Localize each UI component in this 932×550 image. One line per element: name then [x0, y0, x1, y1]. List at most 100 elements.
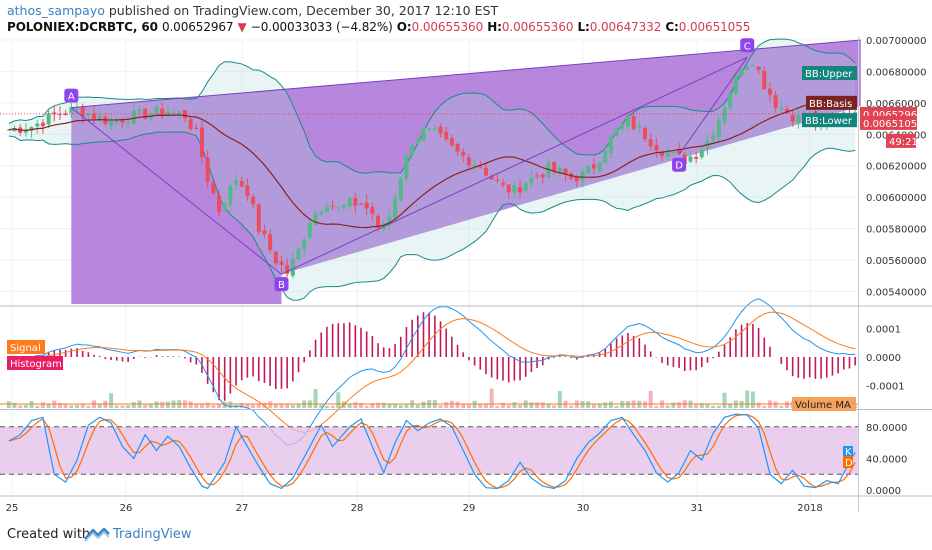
volume-bar: [444, 401, 449, 408]
macd-tick-label: 0.0001: [866, 325, 901, 336]
price-pane[interactable]: A B C D: [0, 38, 861, 304]
volume-bar: [404, 404, 409, 408]
open-value: 0.00655360: [411, 20, 484, 34]
pattern-point-marker: [274, 277, 289, 292]
volume-bar: [415, 404, 420, 408]
price-tick-label: 0.00560000: [866, 256, 926, 267]
candle-body: [654, 145, 659, 151]
low-label: L:: [577, 20, 590, 34]
candle-body: [285, 265, 290, 274]
candle-body: [86, 113, 91, 116]
candle-body: [750, 65, 755, 67]
candle-body: [495, 179, 500, 181]
volume-bar: [597, 403, 602, 408]
open-label: O:: [396, 20, 412, 34]
candle-body: [160, 108, 165, 116]
candle-body: [330, 205, 335, 207]
volume-bar: [728, 403, 733, 408]
volume-bar: [438, 405, 443, 408]
candle-body: [131, 110, 136, 124]
volume-bar: [711, 405, 716, 408]
high-label: H:: [487, 20, 502, 34]
candle-body: [109, 120, 114, 127]
candle-body: [688, 156, 693, 162]
volume-bar: [694, 404, 699, 408]
created-with-label: Created with: [7, 527, 91, 542]
volume-bar: [69, 405, 74, 408]
candle-body: [205, 157, 210, 182]
volume-bar: [109, 393, 114, 408]
candle-body: [319, 211, 324, 214]
volume-bar: [290, 404, 295, 408]
volume-bar: [591, 404, 596, 408]
candle-body: [46, 113, 51, 125]
pattern-leg: [71, 107, 282, 275]
volume-bar: [285, 404, 290, 408]
volume-bar: [387, 404, 392, 408]
candle-body: [796, 115, 801, 124]
candle-body: [415, 138, 420, 144]
volume-bar: [359, 403, 363, 408]
bar-countdown-tag-bg: [886, 133, 916, 148]
candle-body: [268, 234, 273, 250]
wedge-upper-line: [71, 39, 861, 109]
candle-body: [552, 162, 557, 171]
stoch-k-line: [8, 413, 856, 490]
chart-header: athos_sampayo published on TradingView.c…: [0, 0, 932, 40]
ohlc-line: POLONIEX:DCRBTC, 60 0.00652967 ▼ −0.0003…: [7, 20, 750, 34]
candle-body: [472, 164, 477, 167]
volume-bar: [393, 404, 398, 408]
volume-bar: [716, 405, 721, 408]
candle-body: [660, 151, 665, 157]
x-tick-label: 31: [691, 503, 704, 514]
candle-body: [449, 138, 454, 146]
volume-bar: [552, 405, 557, 408]
candle-body: [364, 202, 369, 209]
volume-bar: [57, 402, 62, 408]
volume-bar: [324, 405, 329, 408]
candle-body: [307, 222, 312, 238]
volume-bar: [273, 403, 278, 408]
candle-body: [557, 167, 562, 172]
candle-body: [694, 157, 699, 159]
candle-body: [444, 131, 449, 140]
volume-bar: [535, 402, 540, 408]
pattern-point-marker: [672, 157, 687, 172]
volume-bar: [557, 391, 562, 408]
candle-body: [370, 207, 375, 214]
candle-body: [194, 127, 199, 129]
bb-lower-line: [8, 131, 856, 301]
candle-body: [614, 128, 619, 136]
stoch-pane[interactable]: [0, 413, 858, 490]
tradingview-logo-icon: [84, 527, 110, 542]
candle-body: [773, 95, 778, 108]
bb-basis-line: [8, 100, 856, 229]
candle-body: [199, 127, 204, 157]
x-tick-label: 29: [463, 503, 476, 514]
price-tick-label: 0.00600000: [866, 193, 926, 204]
volume-bar: [199, 403, 204, 408]
candle-body: [29, 127, 34, 131]
high-value: 0.00655360: [501, 20, 574, 34]
volume-bar: [376, 402, 381, 408]
bb-basis-legend: BB:Basis: [809, 99, 852, 110]
candle-body: [603, 151, 608, 164]
signal-legend-bg: [7, 340, 45, 354]
volume-bar: [319, 404, 324, 408]
chart-canvas[interactable]: A B C D 25 26 27 28 29 30 31 2018 0.00700000 0.00680…: [0, 36, 932, 520]
last-price: 0.00652967: [161, 20, 234, 34]
x-tick-label: 2018: [797, 503, 822, 514]
volume-bar: [608, 401, 613, 408]
candle-body: [643, 127, 647, 140]
volume-bar: [699, 402, 704, 408]
candle-body: [359, 203, 363, 205]
candle-body: [143, 108, 148, 119]
candle-body: [779, 107, 784, 110]
author-link[interactable]: athos_sampayo: [7, 3, 105, 18]
symbol-label[interactable]: POLONIEX:DCRBTC, 60: [7, 20, 158, 34]
candle-body: [80, 107, 85, 117]
candle-body: [234, 180, 239, 185]
tradingview-brand[interactable]: TradingView: [113, 527, 192, 542]
bb-upper-legend-bg: [802, 66, 857, 80]
volume-bar: [569, 405, 574, 408]
